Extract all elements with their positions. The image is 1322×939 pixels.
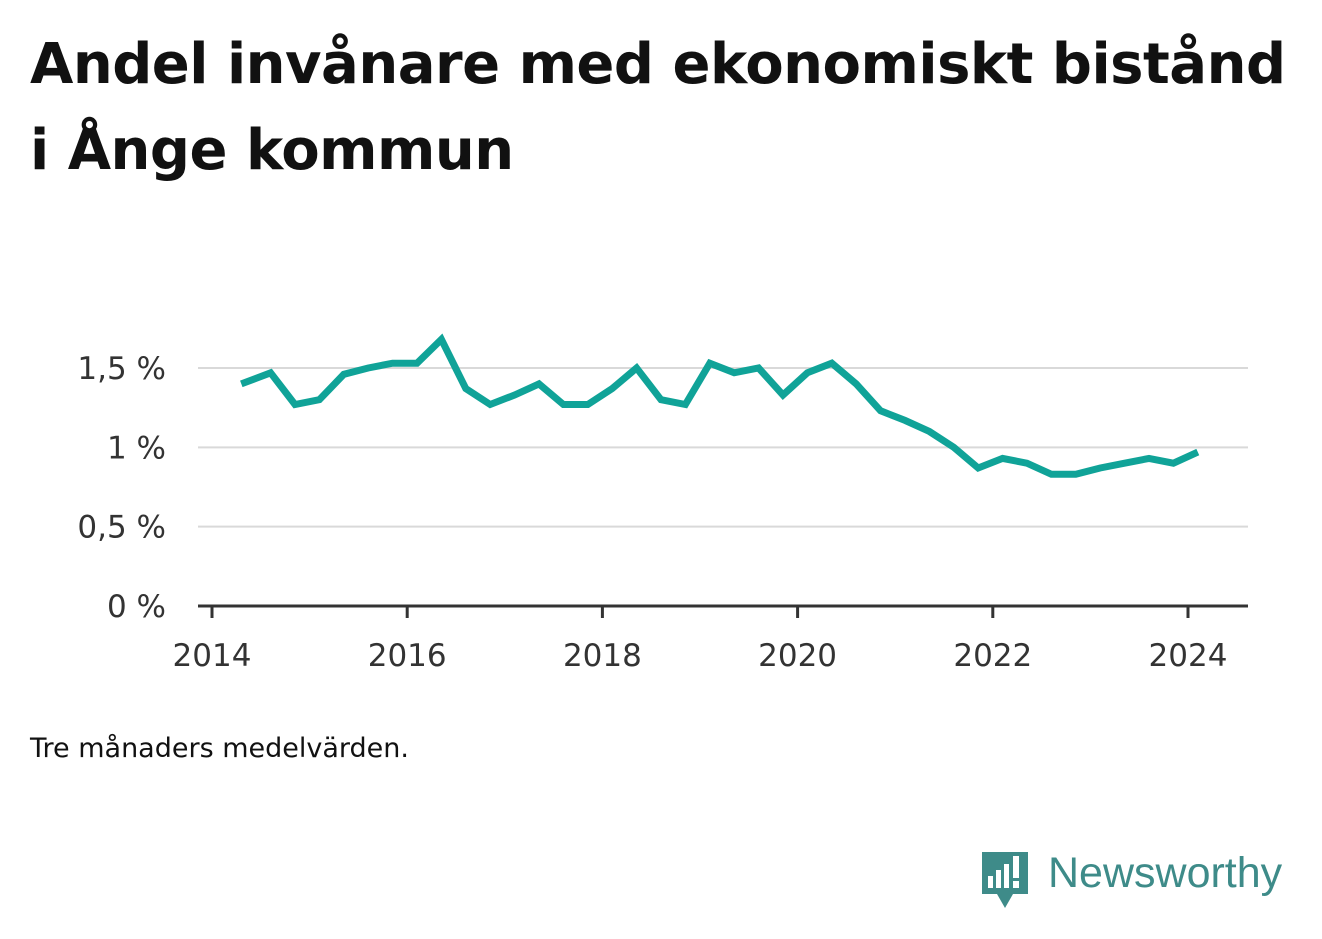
y-tick-label: 1 % bbox=[107, 430, 166, 466]
x-tick-labels: 2014 2016 2018 2020 2022 2024 bbox=[173, 638, 1228, 674]
series-layer bbox=[240, 333, 1200, 478]
series-line bbox=[240, 333, 1200, 478]
y-tick-label: 0 % bbox=[107, 589, 166, 625]
brand-name: Newsworthy bbox=[1048, 849, 1283, 897]
x-axis bbox=[198, 604, 1248, 618]
y-tick-label: 1,5 % bbox=[77, 351, 166, 387]
x-tick-label: 2014 bbox=[173, 638, 252, 674]
x-tick-label: 2018 bbox=[563, 638, 642, 674]
bar-chart-speech-bubble-icon bbox=[982, 852, 1028, 908]
y-tick-labels: 0 % 0,5 % 1 % 1,5 % bbox=[77, 351, 166, 625]
grid-lines bbox=[198, 367, 1248, 528]
x-tick-label: 2024 bbox=[1149, 638, 1228, 674]
chart-note: Tre månaders medelvärden. bbox=[30, 733, 409, 764]
chart-title: Andel invånare med ekonomiskt bistånd i … bbox=[30, 32, 1286, 183]
x-tick-label: 2020 bbox=[758, 638, 837, 674]
line-chart: 0 % 0,5 % 1 % 1,5 % 2014 2016 2018 2020 2022 202… bbox=[77, 333, 1248, 674]
y-tick-label: 0,5 % bbox=[77, 510, 166, 546]
x-tick-label: 2016 bbox=[368, 638, 447, 674]
x-tick-label: 2022 bbox=[953, 638, 1032, 674]
